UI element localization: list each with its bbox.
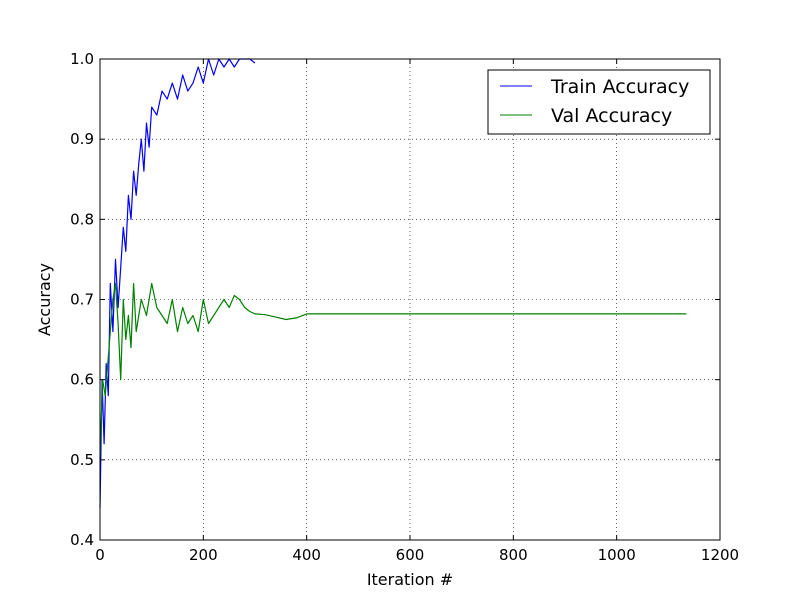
x-tick-label: 800 [499, 546, 528, 564]
y-tick-label: 0.5 [70, 451, 94, 469]
legend-label-val-accuracy: Val Accuracy [551, 105, 672, 127]
y-tick-label: 0.9 [70, 130, 94, 148]
x-tick-label: 1200 [701, 546, 739, 564]
series-layer [99, 58, 687, 508]
y-axis-label: Accuracy [35, 263, 54, 336]
x-axis-label: Iteration # [367, 570, 453, 589]
series-line-1 [99, 282, 687, 460]
legend: Train Accuracy Val Accuracy [487, 69, 711, 135]
y-tick-label: 0.7 [70, 291, 94, 309]
legend-box [487, 69, 711, 135]
x-tick-label: 0 [95, 546, 105, 564]
y-tick-label: 0.6 [70, 371, 94, 389]
x-tick-label: 400 [292, 546, 321, 564]
tick-layer: 0 200 400 600 800 1000 1200 0.4 0.5 0.6 0.7 0.8 0.9 1… [70, 50, 739, 564]
x-tick-label: 200 [189, 546, 218, 564]
y-tick-label: 1.0 [70, 50, 94, 68]
x-tick-label: 1000 [598, 546, 636, 564]
y-tick-label: 0.4 [70, 531, 94, 549]
series-line-0 [99, 58, 256, 508]
y-tick-label: 0.8 [70, 210, 94, 228]
legend-label-train-accuracy: Train Accuracy [550, 76, 689, 98]
x-tick-label: 600 [396, 546, 425, 564]
